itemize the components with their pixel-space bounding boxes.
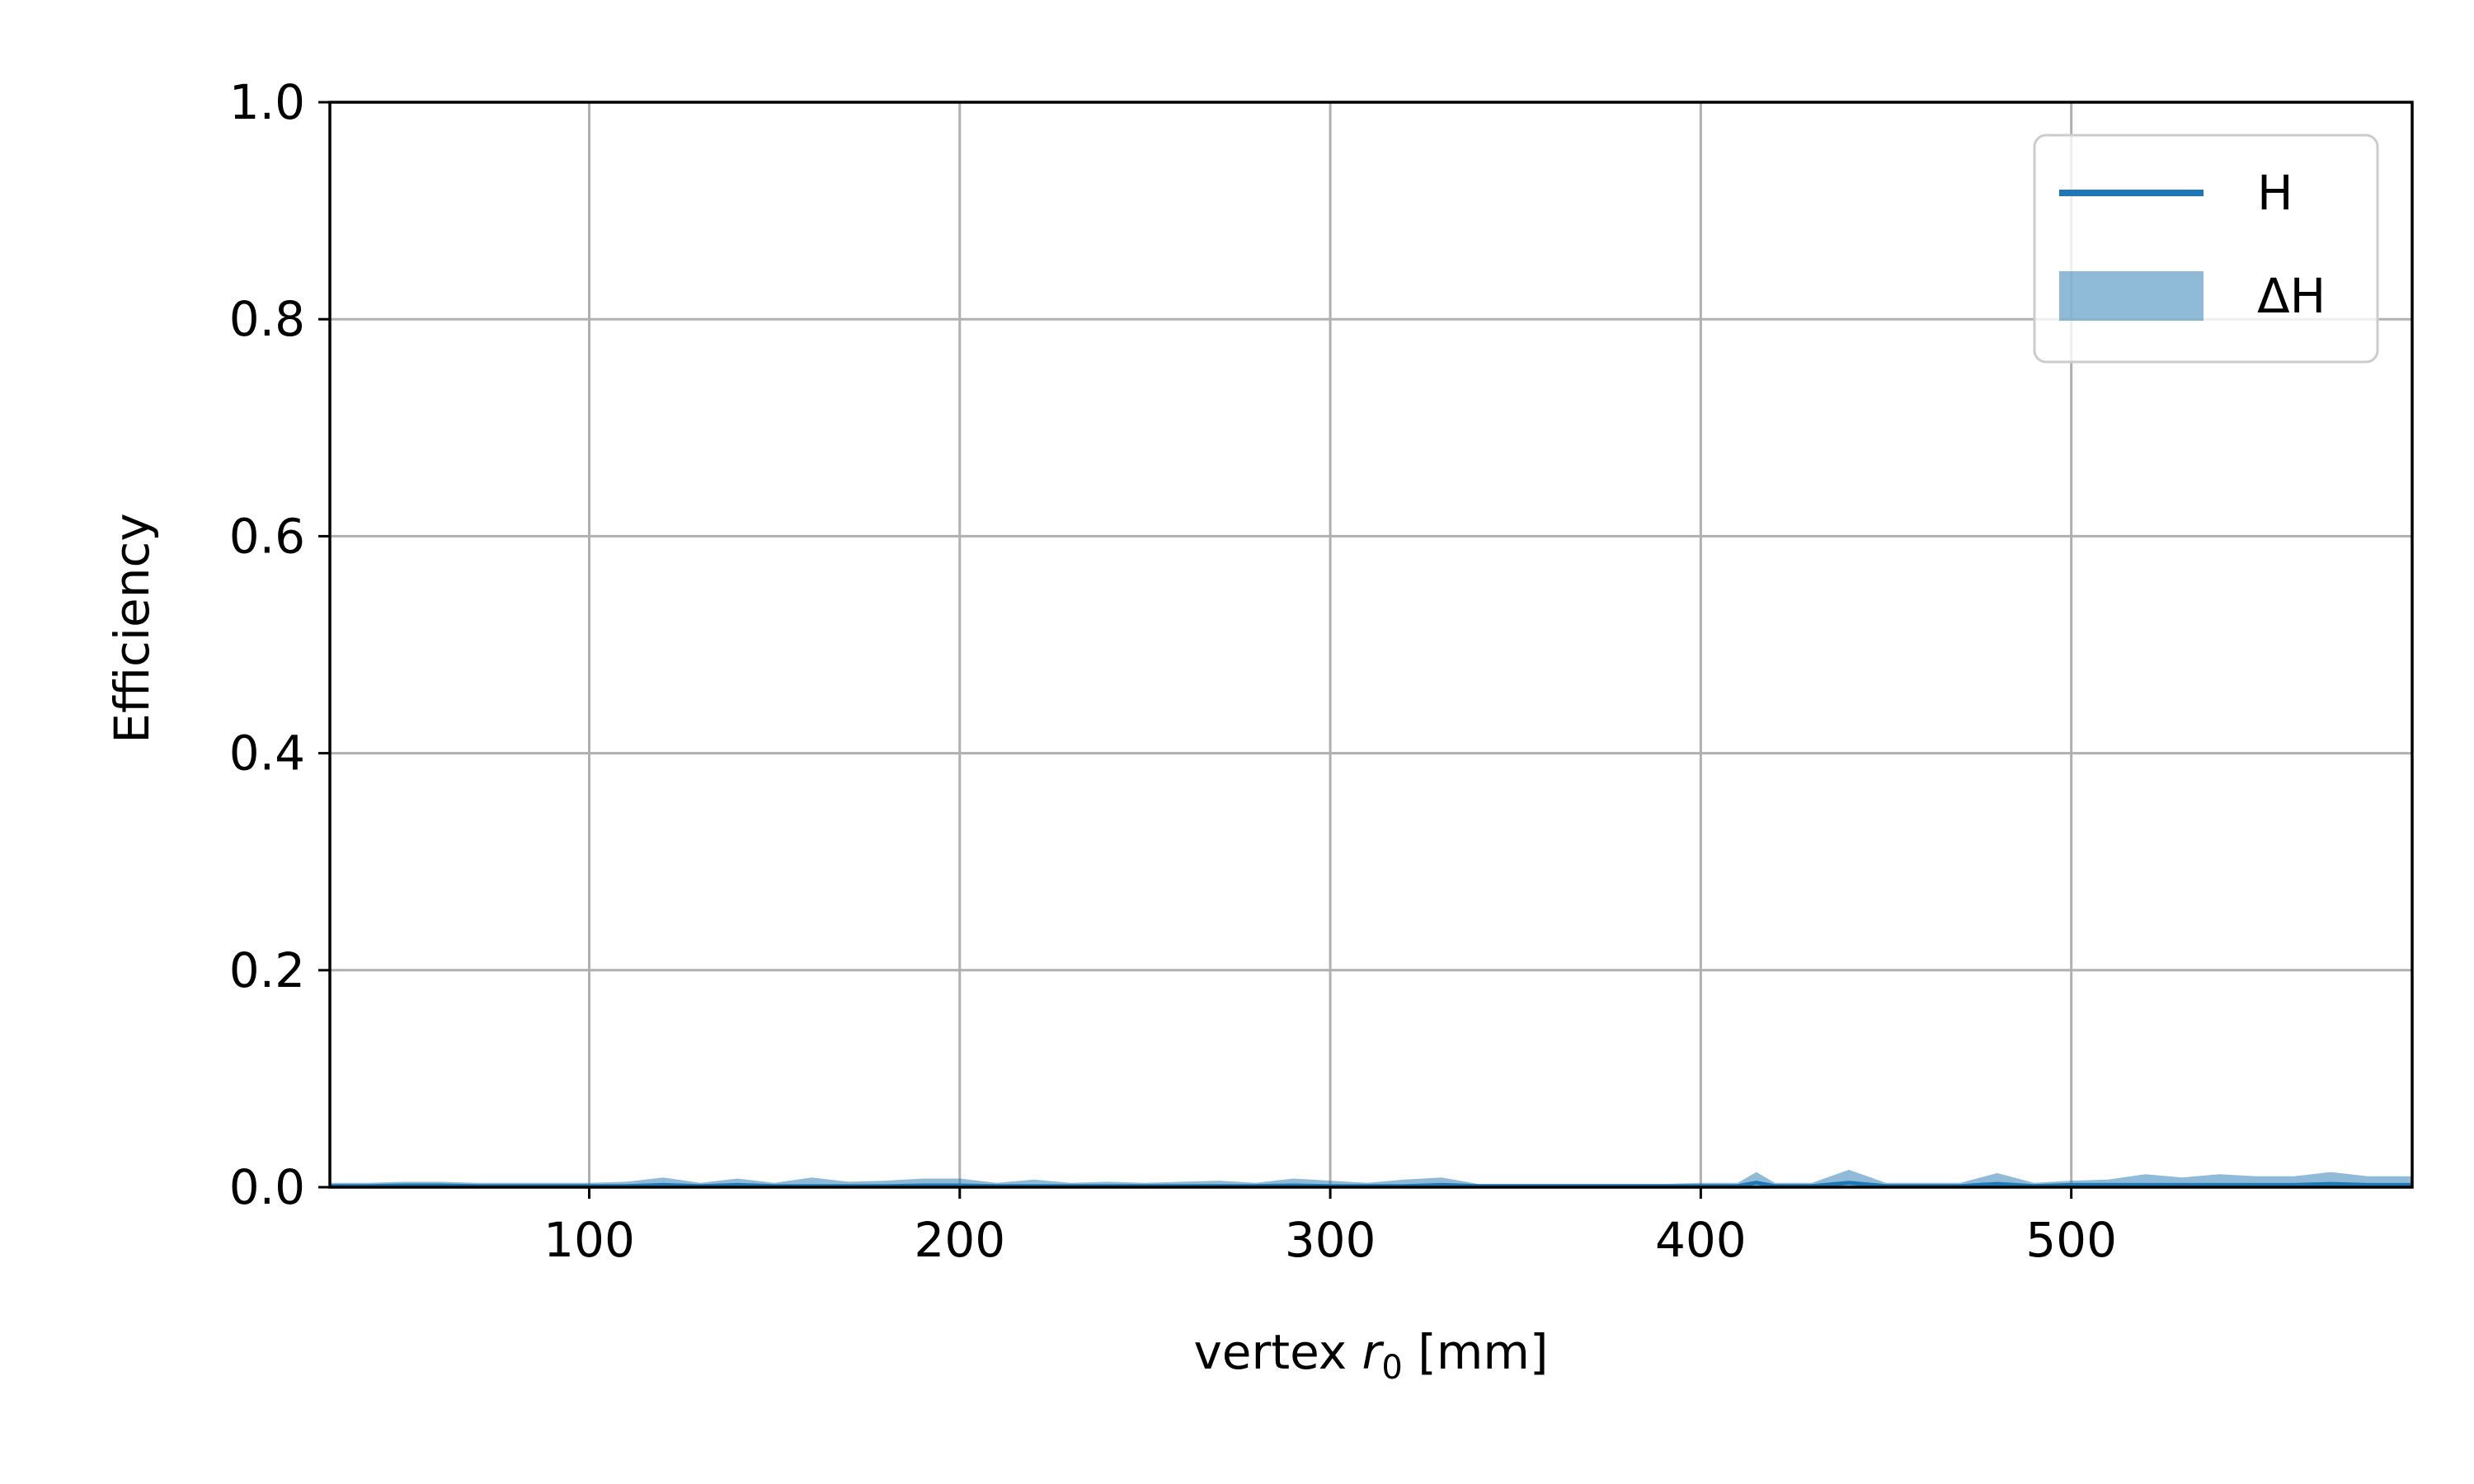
- x-axis-label-subscript: 0: [1381, 1349, 1402, 1387]
- x-axis-label: vertex r0 [mm]: [1193, 1324, 1548, 1387]
- uncertainty-band-delta-h: [330, 1169, 2412, 1187]
- y-tick-label: 0.8: [229, 291, 305, 347]
- x-tick-label: 200: [914, 1212, 1005, 1268]
- legend-swatch-delta-h: [2059, 271, 2204, 321]
- y-tick-label: 0.0: [229, 1159, 305, 1215]
- y-tick-label: 0.2: [229, 942, 305, 998]
- x-tick-label: 500: [2025, 1212, 2117, 1268]
- legend-box: [2033, 134, 2379, 364]
- x-tick-label: 100: [543, 1212, 635, 1268]
- y-tick-label: 0.4: [229, 726, 305, 782]
- x-tick-label: 400: [1655, 1212, 1747, 1268]
- y-axis-label: Efficiency: [104, 513, 160, 743]
- x-axis-label-suffix: [mm]: [1403, 1324, 1549, 1380]
- axis-ticks: 100 200 300 400 500 0.0 0.2 0.4 0.6 0.8 1.0: [229, 74, 2117, 1268]
- legend-label-delta-h: ΔH: [2257, 268, 2326, 324]
- y-tick-label: 1.0: [229, 74, 305, 130]
- x-axis-label-symbol: r: [1362, 1324, 1385, 1380]
- legend-label-h: H: [2257, 165, 2293, 221]
- plot-frame: [328, 101, 2414, 1189]
- y-tick-label: 0.6: [229, 508, 305, 564]
- legend: H ΔH: [2033, 134, 2379, 364]
- x-axis-label-prefix: vertex: [1193, 1324, 1362, 1380]
- x-tick-label: 300: [1285, 1212, 1376, 1268]
